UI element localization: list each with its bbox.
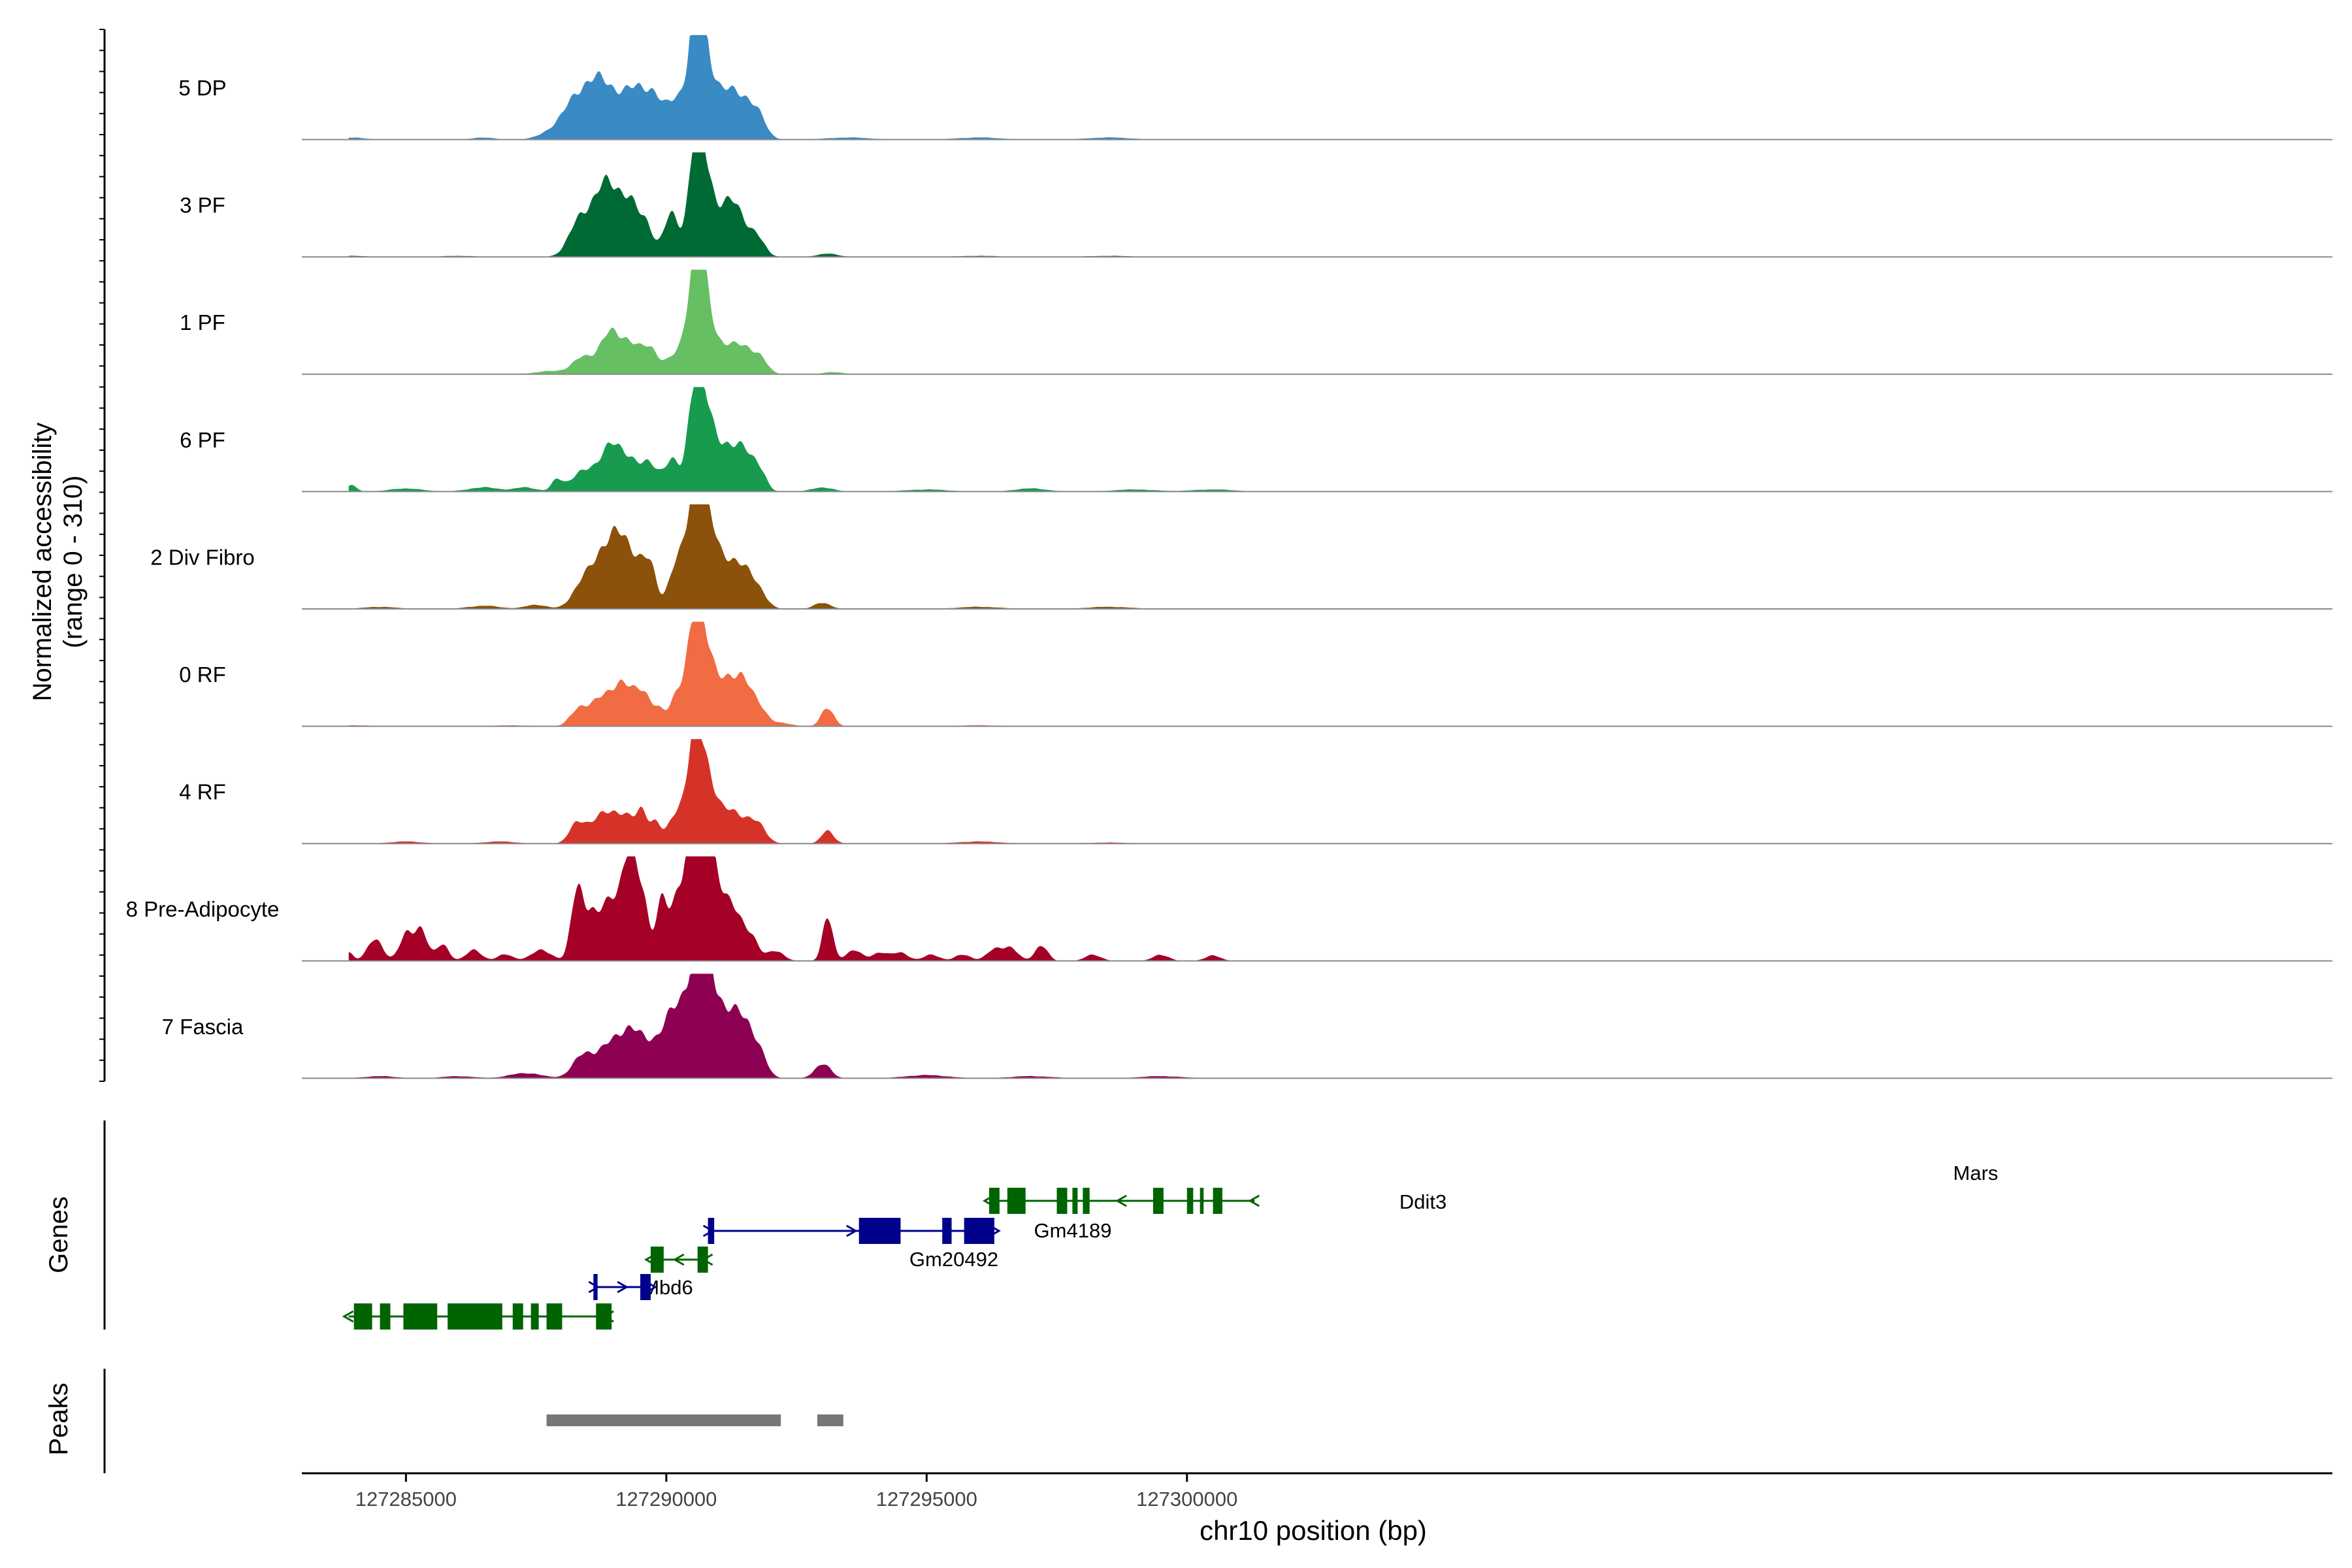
track-label-1: 3 PF [180,193,225,218]
exon [593,1274,598,1300]
exon [596,1303,612,1330]
strand-chevron [617,1281,629,1294]
track-label-2: 1 PF [180,310,225,335]
exon [546,1303,563,1330]
x-tick-label: 127285000 [355,1488,457,1511]
exon [697,1247,708,1273]
coverage-tracks: 5 DP 3 PF 1 PF 6 PF 2 Div Fibro 0 RF 4 RF 8 Pre… [99,29,2332,1082]
peaks-panel [103,1369,843,1473]
genes-panel-label: Genes [44,1196,73,1273]
exon [353,1303,372,1330]
strand-chevron [1115,1194,1127,1207]
track-label-7: 8 Pre-Adipocyte [126,897,280,921]
track-label-6: 4 RF [179,780,226,804]
coverage-area-track-1 [348,152,1255,257]
exon [448,1303,502,1330]
coverage-area-track-2 [348,269,1255,374]
track-label-8: 7 Fascia [162,1015,244,1039]
track-label-4: 2 Div Fibro [150,545,255,569]
coverage-area-track-7 [348,856,1255,961]
exon [640,1274,651,1300]
exon [1200,1188,1204,1214]
x-tick-label: 127290000 [615,1488,717,1511]
strand-chevron [588,1281,600,1294]
exon [1186,1188,1194,1214]
strand-chevron [342,1310,354,1323]
peaks-panel-label: Peaks [44,1382,73,1455]
gene-label-Mars: Mars [1953,1162,1999,1184]
exon [531,1303,539,1330]
exon [858,1218,901,1244]
gene-label-Gm20492: Gm20492 [909,1248,998,1271]
coverage-area-track-6 [348,739,1255,844]
exon [988,1188,1000,1214]
exon [650,1247,664,1273]
exon [380,1303,391,1330]
gene-label-Mbd6: Mbd6 [642,1276,693,1299]
exon [1056,1188,1068,1214]
exon [708,1218,715,1244]
exon [1007,1188,1026,1214]
coverage-area-track-4 [348,504,1255,609]
track-label-3: 6 PF [180,428,225,452]
peak-bar-1 [817,1414,843,1426]
y-axis-label-line1: Normalized accessibility [28,423,57,702]
strand-chevron [672,1253,685,1266]
track-label-0: 5 DP [178,76,226,100]
exon [403,1303,438,1330]
track-label-5: 0 RF [179,662,226,687]
exon [942,1218,952,1244]
strand-chevron [846,1224,858,1237]
exon [1152,1188,1164,1214]
exon [1072,1188,1078,1214]
strand-chevron [1248,1194,1260,1207]
x-axis-label: chr10 position (bp) [1200,1515,1427,1546]
peak-bar-0 [546,1414,781,1426]
exon [1213,1188,1222,1214]
coverage-area-track-0 [348,35,1255,140]
genes-panel: Mbd6 Gm20492 Gm4189 Ddit3 Mars [103,1120,1999,1330]
exon [1083,1188,1090,1214]
exon [964,1218,994,1244]
x-tick-label: 127295000 [876,1488,977,1511]
coverage-area-track-5 [348,621,1255,727]
gene-label-Ddit3: Ddit3 [1399,1190,1446,1213]
x-tick-label: 127300000 [1136,1488,1237,1511]
gene-label-Gm4189: Gm4189 [1034,1219,1112,1242]
coverage-area-track-8 [348,973,1255,1079]
y-axis-label-line2: (range 0 - 310) [59,476,88,649]
exon [512,1303,523,1330]
coverage-area-track-3 [348,387,1255,492]
x-axis: 127285000 127290000 127295000 127300000 [302,1472,2332,1511]
